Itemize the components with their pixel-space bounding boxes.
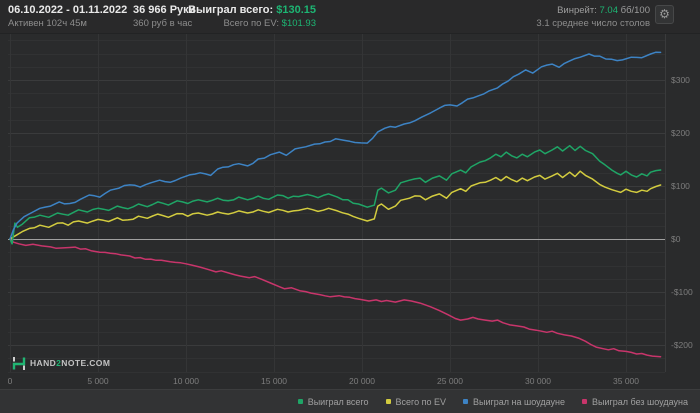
- x-axis-tick-label: 10 000: [173, 376, 199, 386]
- ev-value: $101.93: [281, 18, 316, 29]
- hand2note-logo[interactable]: HAND2NOTE.COM: [12, 355, 110, 371]
- legend-color-dot: [582, 399, 587, 404]
- winnings-graph[interactable]: $300 $200 $100 $0 -$100 -$200 0 5 000 10 000 15 0…: [0, 33, 700, 389]
- legend-color-dot: [385, 399, 391, 404]
- ev-label: Всего по EV:: [223, 18, 280, 29]
- chart-legend: Выиграл всего Всего по EV Выиграл на шоуда…: [0, 389, 700, 413]
- ev-line: Всего по EV: $101.93: [166, 18, 316, 29]
- y-axis-tick-label: -$100: [671, 287, 693, 297]
- y-axis-tick-label: $100: [671, 181, 690, 191]
- series-line-showdown: [9, 51, 662, 240]
- x-axis-tick-label: 30 000: [525, 376, 551, 386]
- winrate-line: Винрейт: 7.04 бб/100: [420, 5, 650, 16]
- legend-label: Выиграл на шоудауне: [473, 396, 565, 407]
- legend-item-2[interactable]: Всего по EV: [385, 396, 447, 407]
- legend-label: Выиграл без шоудауна: [592, 396, 688, 407]
- legend-item-1[interactable]: Выиграл всего: [297, 396, 369, 407]
- winrate-value: 7.04: [599, 5, 618, 16]
- series-line-total_won: [9, 144, 662, 245]
- hands-block: 36 966 Руки 360 руб в час: [133, 0, 223, 33]
- total-won-label: Выиграл всего:: [188, 4, 274, 16]
- winrate-label: Винрейт:: [557, 5, 597, 16]
- chart-canvas[interactable]: $300 $200 $100 $0 -$100 -$200 0 5 000 10 000 15 0…: [0, 33, 700, 389]
- x-axis-tick-label: 5 000: [87, 376, 109, 386]
- hand2note-logo-icon: [12, 356, 26, 370]
- legend-color-dot: [297, 399, 303, 404]
- hands-count: 36 966 Руки: [133, 4, 196, 16]
- y-axis-tick-label: $0: [671, 234, 681, 244]
- active-time: Активен 102ч 45м: [8, 18, 87, 29]
- series-line-no_showdown: [9, 238, 662, 358]
- winrate-block: Винрейт: 7.04 бб/100 3.1 среднее число с…: [420, 0, 650, 33]
- y-axis-tick-label: $300: [671, 75, 690, 85]
- x-axis-tick-label: 35 000: [613, 376, 639, 386]
- x-axis-tick-label: 15 000: [261, 376, 287, 386]
- stats-header: 06.10.2022 - 01.11.2022 Активен 102ч 45м…: [0, 0, 700, 34]
- legend-item-4[interactable]: Выиграл без шоудауна: [582, 397, 688, 407]
- winnings-block: Выиграл всего: $130.15 Всего по EV: $101…: [166, 0, 316, 33]
- y-axis-tick-label: $200: [671, 128, 690, 138]
- x-axis-tick-label: 25 000: [437, 376, 463, 386]
- legend-color-dot: [463, 399, 469, 404]
- total-won-value: $130.15: [276, 4, 316, 16]
- winrate-units: бб/100: [620, 5, 650, 16]
- legend-label: Выиграл всего: [307, 396, 369, 407]
- y-axis-tick-label: -$200: [671, 340, 693, 350]
- legend-label: Всего по EV: [395, 396, 447, 407]
- hand2note-logo-text: HAND2NOTE.COM: [30, 358, 111, 368]
- session-dates-block: 06.10.2022 - 01.11.2022 Активен 102ч 45м: [8, 0, 138, 33]
- series-line-all_in_ev: [9, 170, 662, 240]
- x-axis-tick-label: 20 000: [349, 376, 375, 386]
- x-axis-tick-label: 0: [8, 376, 13, 386]
- date-range: 06.10.2022 - 01.11.2022: [8, 4, 128, 16]
- total-won-line: Выиграл всего: $130.15: [166, 4, 316, 16]
- hourly-rate: 360 руб в час: [133, 18, 193, 29]
- settings-gear-icon[interactable]: ⚙: [655, 5, 674, 24]
- legend-item-3[interactable]: Выиграл на шоудауне: [463, 397, 565, 407]
- avg-tables: 3.1 среднее число столов: [536, 18, 650, 29]
